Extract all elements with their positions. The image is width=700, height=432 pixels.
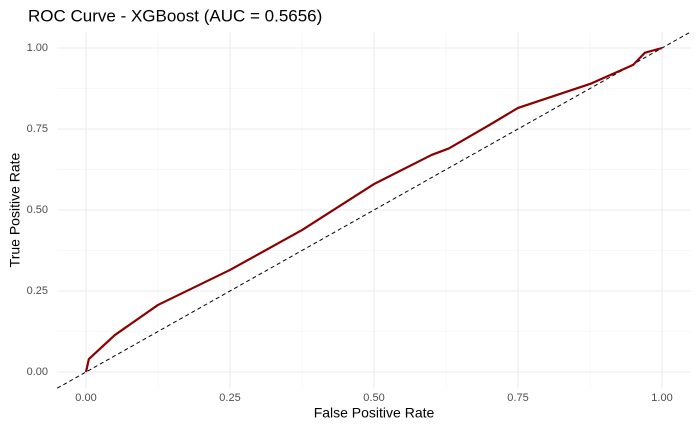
y-tick-label: 0.00 — [27, 366, 48, 378]
y-tick-label: 1.00 — [27, 42, 48, 54]
y-axis-title: True Positive Rate — [7, 152, 23, 267]
x-axis-title: False Positive Rate — [314, 405, 435, 421]
reference-diagonal — [56, 31, 692, 389]
y-tick-label: 0.25 — [27, 285, 48, 297]
roc-curve — [84, 46, 663, 373]
x-tick-label: 0.25 — [219, 392, 240, 404]
x-tick-label: 0.75 — [507, 392, 528, 404]
x-tick-label: 0.50 — [363, 392, 384, 404]
y-tick-label: 0.50 — [27, 204, 48, 216]
x-tick-label: 1.00 — [651, 392, 672, 404]
chart-title: ROC Curve - XGBoost (AUC = 0.5656) — [28, 6, 322, 25]
x-tick-label: 0.00 — [75, 392, 96, 404]
y-tick-label: 0.75 — [27, 123, 48, 135]
